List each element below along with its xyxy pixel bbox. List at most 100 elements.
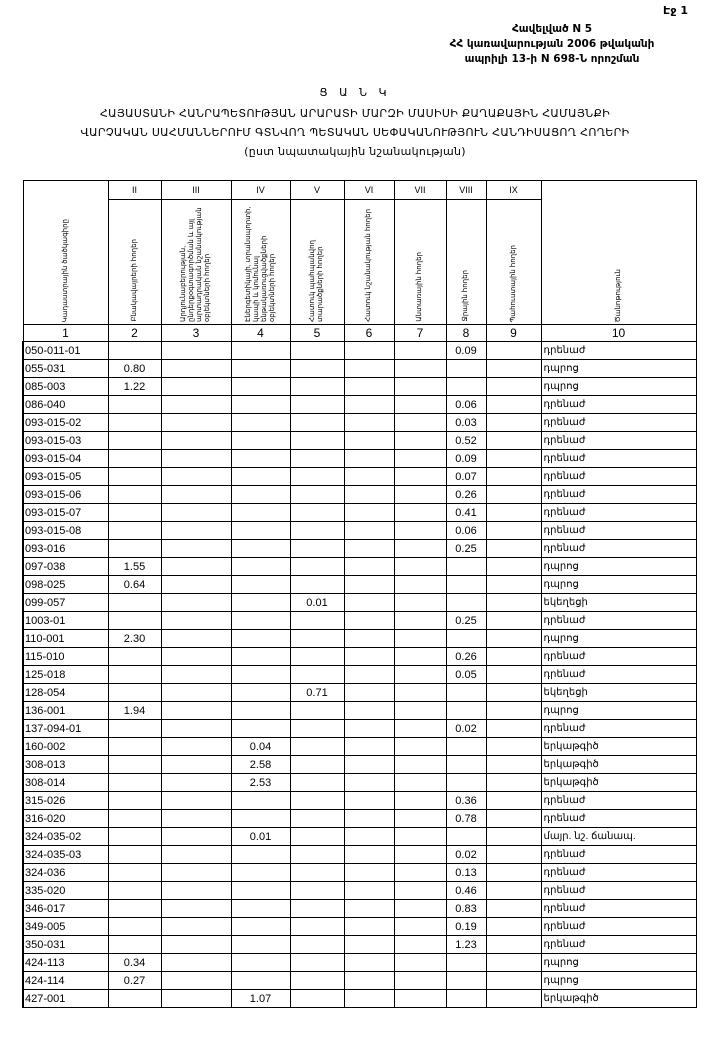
area-cell: 0.01 xyxy=(230,827,291,846)
area-cell xyxy=(107,503,162,522)
area-cell: 0.01 xyxy=(289,593,345,612)
area-cell xyxy=(445,683,487,702)
note-cell: դրենաժ xyxy=(540,521,697,540)
area-cell xyxy=(289,521,345,540)
area-cell: 0.71 xyxy=(289,683,345,702)
area-cell xyxy=(485,395,542,414)
area-cell xyxy=(107,719,162,738)
note-cell: դրենաժ xyxy=(540,791,697,810)
note-cell: եկեղեցի xyxy=(540,683,697,702)
area-cell xyxy=(343,467,395,486)
area-cell xyxy=(160,593,232,612)
area-cell xyxy=(485,467,542,486)
note-cell: դրենաժ xyxy=(540,899,697,918)
area-cell xyxy=(289,377,345,396)
table-row: 093-015-06 0.26 դրենաժ xyxy=(22,485,697,504)
area-cell xyxy=(230,377,291,396)
area-cell xyxy=(343,881,395,900)
area-cell xyxy=(485,809,542,828)
note-cell: դրենաժ xyxy=(540,449,697,468)
column-header: Ծանոթություն xyxy=(540,180,697,325)
area-cell xyxy=(230,719,291,738)
cadastral-code-cell: 308-013 xyxy=(22,755,109,774)
table-row: 308-014 2.53 երկաթգիծ xyxy=(22,773,697,792)
note-cell: դրենաժ xyxy=(540,863,697,882)
area-cell xyxy=(160,935,232,954)
area-cell xyxy=(445,953,487,972)
table-row: 346-017 0.83 դրենաժ xyxy=(22,899,697,918)
table-row: 324-036 0.13 դրենաժ xyxy=(22,863,697,882)
area-cell xyxy=(485,575,542,594)
area-cell xyxy=(445,971,487,990)
area-cell xyxy=(393,701,447,720)
column-roman-numeral: VI xyxy=(343,180,395,200)
area-cell xyxy=(107,845,162,864)
column-header-text: Արդյունաբերության, ընդերքօգտագործման և ա… xyxy=(180,207,211,322)
area-cell xyxy=(160,791,232,810)
area-cell xyxy=(445,629,487,648)
area-cell: 1.22 xyxy=(107,377,162,396)
column-roman-numeral: III xyxy=(160,180,232,200)
area-cell: 0.19 xyxy=(445,917,487,936)
column-header: Հատուկ նշանակության հողեր xyxy=(343,199,395,325)
area-cell xyxy=(485,377,542,396)
table-row: 099-057 0.01 եկեղեցի xyxy=(22,593,697,612)
area-cell xyxy=(160,989,232,1008)
area-cell xyxy=(343,899,395,918)
area-cell xyxy=(107,521,162,540)
area-cell xyxy=(485,485,542,504)
area-cell xyxy=(289,575,345,594)
column-roman-numeral: IX xyxy=(485,180,542,200)
note-cell: դրենաժ xyxy=(540,917,697,936)
area-cell xyxy=(343,611,395,630)
table-row: 315-026 0.36 դրենաժ xyxy=(22,791,697,810)
area-cell xyxy=(289,827,345,846)
area-cell: 0.64 xyxy=(107,575,162,594)
area-cell xyxy=(107,773,162,792)
area-cell: 0.06 xyxy=(445,521,487,540)
cadastral-code-cell: 125-018 xyxy=(22,665,109,684)
area-cell xyxy=(289,359,345,378)
column-roman-numeral: V xyxy=(289,180,345,200)
area-cell xyxy=(393,431,447,450)
area-cell xyxy=(160,719,232,738)
note-cell: դպրոց xyxy=(540,701,697,720)
area-cell xyxy=(485,539,542,558)
area-cell xyxy=(343,485,395,504)
cadastral-code-cell: 324-035-03 xyxy=(22,845,109,864)
area-cell xyxy=(289,917,345,936)
area-cell xyxy=(393,557,447,576)
area-cell: 0.36 xyxy=(445,791,487,810)
cadastral-code-cell: 316-020 xyxy=(22,809,109,828)
column-number: 8 xyxy=(445,324,487,342)
area-cell xyxy=(343,665,395,684)
area-cell xyxy=(485,503,542,522)
note-cell: դպրոց xyxy=(540,971,697,990)
area-cell: 0.78 xyxy=(445,809,487,828)
column-roman-numeral: VIII xyxy=(445,180,487,200)
column-number: 3 xyxy=(160,324,232,342)
area-cell xyxy=(289,413,345,432)
area-cell xyxy=(343,557,395,576)
area-cell xyxy=(393,575,447,594)
area-cell xyxy=(485,881,542,900)
area-cell xyxy=(393,737,447,756)
area-cell xyxy=(230,341,291,360)
column-header: Էներգետիկայի, տրանսպորտի, կապի և կոմունա… xyxy=(230,199,291,325)
area-cell xyxy=(160,359,232,378)
area-cell xyxy=(107,449,162,468)
area-cell xyxy=(289,503,345,522)
note-cell: դպրոց xyxy=(540,359,697,378)
cadastral-code-cell: 093-015-03 xyxy=(22,431,109,450)
area-cell xyxy=(485,701,542,720)
cadastral-code-cell: 324-036 xyxy=(22,863,109,882)
area-cell xyxy=(485,719,542,738)
area-cell xyxy=(230,431,291,450)
note-cell: դրենաժ xyxy=(540,719,697,738)
area-cell xyxy=(107,989,162,1008)
area-cell xyxy=(289,989,345,1008)
area-cell xyxy=(445,989,487,1008)
column-number: 10 xyxy=(540,324,697,342)
cadastral-code-cell: 427-001 xyxy=(22,989,109,1008)
area-cell xyxy=(160,395,232,414)
